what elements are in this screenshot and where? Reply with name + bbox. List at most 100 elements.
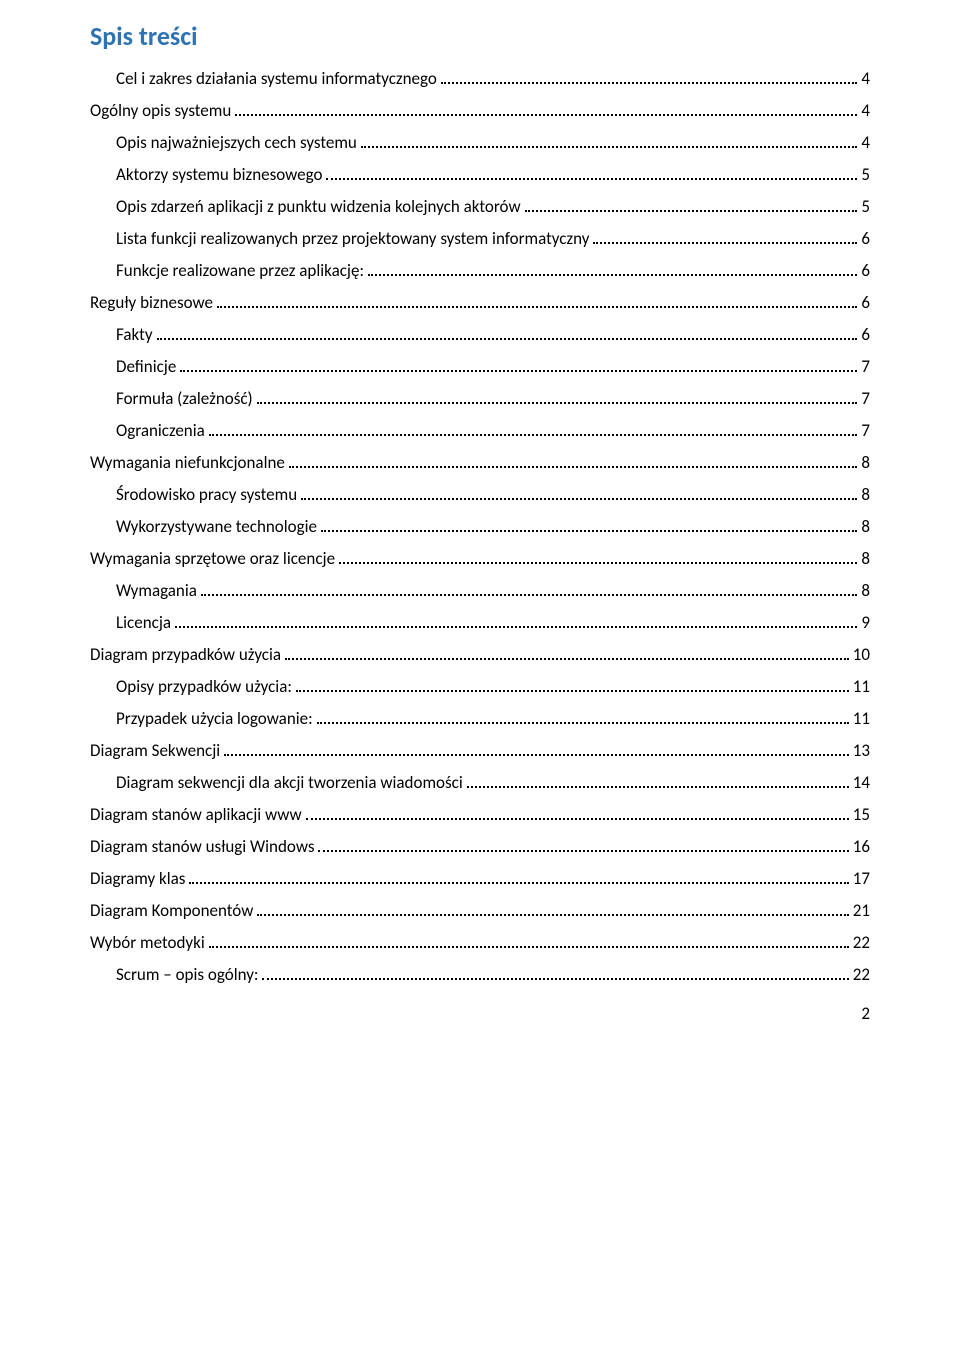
toc-entry-text: Lista funkcji realizowanych przez projek…: [116, 228, 589, 249]
toc-leader-dots: [318, 850, 848, 852]
toc-entry-text: Diagram stanów aplikacji www: [90, 804, 302, 825]
toc-container: Cel i zakres działania systemu informaty…: [90, 68, 870, 985]
toc-entry-page: 4: [861, 68, 870, 89]
toc-entry-page: 13: [853, 740, 870, 761]
toc-entry[interactable]: Opis zdarzeń aplikacji z punktu widzenia…: [90, 196, 870, 217]
toc-entry[interactable]: Diagram Sekwencji13: [90, 740, 870, 761]
toc-leader-dots: [368, 274, 857, 276]
toc-entry[interactable]: Przypadek użycia logowanie:11: [90, 708, 870, 729]
toc-entry-page: 7: [861, 420, 870, 441]
toc-leader-dots: [321, 530, 857, 532]
toc-entry-text: Środowisko pracy systemu: [116, 484, 297, 505]
toc-entry-text: Wybór metodyki: [90, 932, 205, 953]
toc-entry[interactable]: Formuła (zależność) 7: [90, 388, 870, 409]
toc-leader-dots: [209, 434, 858, 436]
toc-entry-page: 4: [861, 132, 870, 153]
toc-leader-dots: [301, 498, 857, 500]
toc-entry-page: 8: [861, 484, 870, 505]
toc-entry-text: Wykorzystywane technologie: [116, 516, 317, 537]
toc-entry-page: 21: [853, 900, 870, 921]
toc-entry[interactable]: Diagram stanów usługi Windows 16: [90, 836, 870, 857]
toc-leader-dots: [189, 882, 848, 884]
toc-entry-text: Reguły biznesowe: [90, 292, 213, 313]
toc-leader-dots: [525, 210, 858, 212]
toc-entry-text: Scrum – opis ogólny:: [116, 964, 258, 985]
toc-entry-text: Formuła (zależność): [116, 388, 253, 409]
toc-leader-dots: [289, 466, 858, 468]
toc-entry-text: Diagram stanów usługi Windows: [90, 836, 314, 857]
toc-leader-dots: [306, 818, 849, 820]
toc-entry-page: 9: [861, 612, 870, 633]
toc-entry-text: Fakty: [116, 324, 153, 345]
toc-leader-dots: [441, 82, 858, 84]
toc-leader-dots: [209, 946, 849, 948]
toc-entry-text: Diagram sekwencji dla akcji tworzenia wi…: [116, 772, 463, 793]
toc-entry-text: Opis najważniejszych cech systemu: [116, 132, 357, 153]
toc-entry-text: Diagram Komponentów: [90, 900, 253, 921]
toc-entry-text: Aktorzy systemu biznesowego: [116, 164, 322, 185]
toc-entry-text: Cel i zakres działania systemu informaty…: [116, 68, 437, 89]
toc-entry[interactable]: Diagram stanów aplikacji www 15: [90, 804, 870, 825]
toc-leader-dots: [175, 626, 857, 628]
toc-entry[interactable]: Lista funkcji realizowanych przez projek…: [90, 228, 870, 249]
toc-entry-page: 16: [853, 836, 870, 857]
toc-entry[interactable]: Opisy przypadków użycia: 11: [90, 676, 870, 697]
toc-entry[interactable]: Diagram Komponentów 21: [90, 900, 870, 921]
toc-entry-text: Wymagania sprzętowe oraz licencje: [90, 548, 335, 569]
toc-entry[interactable]: Wymagania sprzętowe oraz licencje 8: [90, 548, 870, 569]
toc-entry-page: 8: [861, 580, 870, 601]
toc-entry[interactable]: Diagram sekwencji dla akcji tworzenia wi…: [90, 772, 870, 793]
toc-entry[interactable]: Fakty6: [90, 324, 870, 345]
toc-entry-page: 7: [861, 356, 870, 377]
toc-entry-text: Ograniczenia: [116, 420, 205, 441]
toc-leader-dots: [296, 690, 849, 692]
toc-entry[interactable]: Wymagania niefunkcjonalne8: [90, 452, 870, 473]
toc-entry[interactable]: Licencja9: [90, 612, 870, 633]
toc-entry-text: Ogólny opis systemu: [90, 100, 231, 121]
toc-entry-text: Funkcje realizowane przez aplikację:: [116, 260, 364, 281]
toc-entry-page: 5: [861, 164, 870, 185]
toc-entry[interactable]: Funkcje realizowane przez aplikację:6: [90, 260, 870, 281]
toc-title: Spis treści: [90, 20, 870, 52]
toc-entry[interactable]: Ograniczenia 7: [90, 420, 870, 441]
toc-leader-dots: [262, 978, 848, 980]
toc-entry[interactable]: Definicje 7: [90, 356, 870, 377]
toc-entry[interactable]: Cel i zakres działania systemu informaty…: [90, 68, 870, 89]
toc-entry[interactable]: Ogólny opis systemu4: [90, 100, 870, 121]
toc-entry[interactable]: Scrum – opis ogólny: 22: [90, 964, 870, 985]
toc-leader-dots: [317, 722, 849, 724]
toc-entry-page: 17: [853, 868, 870, 889]
toc-entry[interactable]: Środowisko pracy systemu 8: [90, 484, 870, 505]
toc-entry[interactable]: Diagram przypadków użycia 10: [90, 644, 870, 665]
toc-entry-text: Diagramy klas: [90, 868, 185, 889]
toc-leader-dots: [201, 594, 857, 596]
toc-entry-page: 22: [853, 964, 870, 985]
toc-entry-page: 15: [853, 804, 870, 825]
toc-entry-page: 7: [861, 388, 870, 409]
toc-entry[interactable]: Reguły biznesowe6: [90, 292, 870, 313]
toc-entry[interactable]: Wybór metodyki 22: [90, 932, 870, 953]
toc-leader-dots: [157, 338, 858, 340]
toc-entry-page: 10: [853, 644, 870, 665]
toc-leader-dots: [361, 146, 858, 148]
toc-entry[interactable]: Opis najważniejszych cech systemu 4: [90, 132, 870, 153]
toc-entry-text: Definicje: [116, 356, 176, 377]
toc-leader-dots: [235, 114, 857, 116]
toc-entry[interactable]: Wykorzystywane technologie 8: [90, 516, 870, 537]
toc-leader-dots: [285, 658, 849, 660]
toc-entry[interactable]: Wymagania 8: [90, 580, 870, 601]
toc-leader-dots: [224, 754, 849, 756]
toc-entry-page: 11: [853, 676, 870, 697]
toc-entry-page: 8: [861, 548, 870, 569]
toc-entry[interactable]: Diagramy klas 17: [90, 868, 870, 889]
toc-entry-page: 22: [853, 932, 870, 953]
toc-leader-dots: [339, 562, 857, 564]
toc-entry-text: Przypadek użycia logowanie:: [116, 708, 313, 729]
page-number: 2: [90, 1003, 870, 1024]
toc-entry-text: Opisy przypadków użycia:: [116, 676, 292, 697]
toc-entry[interactable]: Aktorzy systemu biznesowego 5: [90, 164, 870, 185]
toc-leader-dots: [257, 914, 848, 916]
toc-entry-text: Diagram przypadków użycia: [90, 644, 281, 665]
toc-entry-page: 8: [861, 516, 870, 537]
toc-entry-text: Wymagania: [116, 580, 197, 601]
